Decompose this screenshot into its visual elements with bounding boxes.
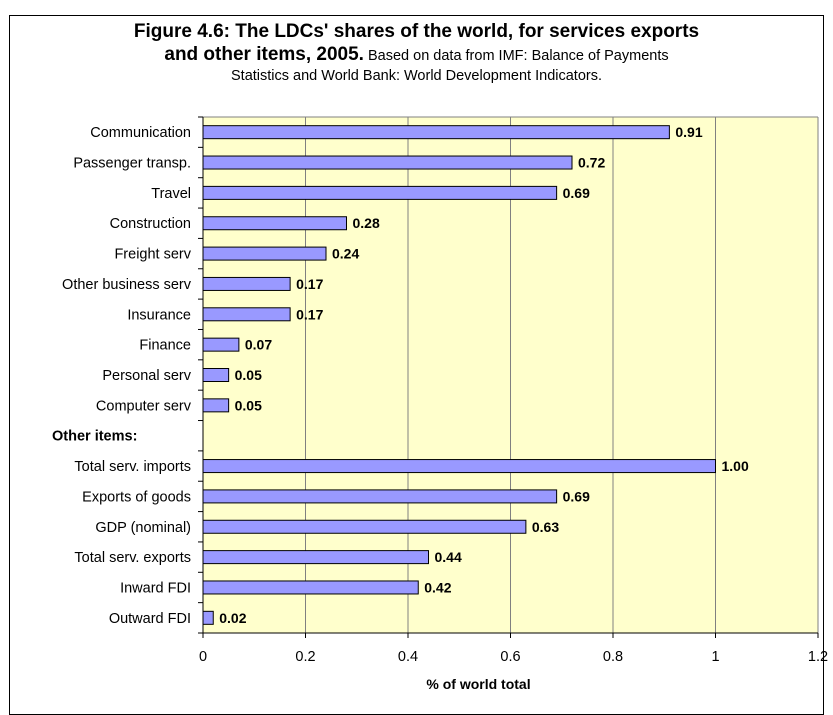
bar <box>202 459 716 474</box>
bar <box>202 550 429 565</box>
bar <box>202 337 240 352</box>
data-label: 0.05 <box>235 367 262 383</box>
data-label: 0.69 <box>563 185 590 201</box>
x-tick-label: 0 <box>199 649 207 665</box>
category-label: Personal serv <box>102 368 191 384</box>
chart-title: Figure 4.6: The LDCs' shares of the worl… <box>0 20 833 86</box>
data-label: 0.69 <box>563 488 590 504</box>
category-label: Passenger transp. <box>73 156 191 172</box>
data-label: 0.02 <box>219 610 246 626</box>
data-label: 0.63 <box>532 519 559 535</box>
bar <box>202 125 670 140</box>
bar <box>202 580 419 595</box>
category-label: Freight serv <box>114 247 191 263</box>
bar <box>202 489 558 504</box>
category-label: Other business serv <box>62 277 192 293</box>
data-label: 0.44 <box>435 549 462 565</box>
category-label: Communication <box>90 125 191 141</box>
category-label: Inward FDI <box>120 580 191 596</box>
x-tick-label: 0.4 <box>398 649 418 665</box>
data-label: 0.42 <box>424 579 451 595</box>
data-label: 0.05 <box>235 397 262 413</box>
bar <box>202 185 558 200</box>
category-label: Exports of goods <box>82 489 191 505</box>
data-label: 0.28 <box>353 215 380 231</box>
title-line-2-normal: Based on data from IMF: Balance of Payme… <box>363 48 669 64</box>
category-label: GDP (nominal) <box>95 520 191 536</box>
category-label: Other items: <box>52 429 137 445</box>
category-label: Computer serv <box>96 398 192 414</box>
title-line-2-bold: and other items, 2005. <box>164 44 364 65</box>
x-tick-label: 0.2 <box>295 649 315 665</box>
data-label: 0.24 <box>332 246 359 262</box>
bar <box>202 398 230 413</box>
x-tick-label: 0.6 <box>500 649 520 665</box>
category-label: Travel <box>151 186 191 202</box>
data-label: 0.91 <box>675 124 702 140</box>
title-line-3: Statistics and World Bank: World Develop… <box>231 68 602 84</box>
x-tick-label: 0.8 <box>603 649 623 665</box>
bar <box>202 276 291 291</box>
category-label: Finance <box>139 338 191 354</box>
bar <box>202 368 230 382</box>
x-tick-label: 1.2 <box>808 649 828 665</box>
data-label: 0.17 <box>296 306 323 322</box>
bar <box>202 216 347 231</box>
bar <box>202 155 573 170</box>
data-label: 0.07 <box>245 337 272 353</box>
bar <box>202 307 291 322</box>
category-label: Total serv. imports <box>74 459 191 475</box>
category-label: Insurance <box>127 307 191 323</box>
bar <box>202 246 327 261</box>
data-label: 1.00 <box>722 458 749 474</box>
category-label: Construction <box>110 216 191 232</box>
data-label: 0.17 <box>296 276 323 292</box>
bar <box>202 610 214 625</box>
title-line-2: and other items, 2005. Based on data fro… <box>0 44 833 67</box>
category-label: Total serv. exports <box>74 550 191 566</box>
data-label: 0.72 <box>578 155 605 171</box>
bar <box>202 519 527 534</box>
title-line-1: Figure 4.6: The LDCs' shares of the worl… <box>133 21 700 42</box>
category-label: Outward FDI <box>109 611 191 627</box>
x-tick-label: 1 <box>711 649 719 665</box>
x-axis-title: % of world total <box>426 676 530 692</box>
